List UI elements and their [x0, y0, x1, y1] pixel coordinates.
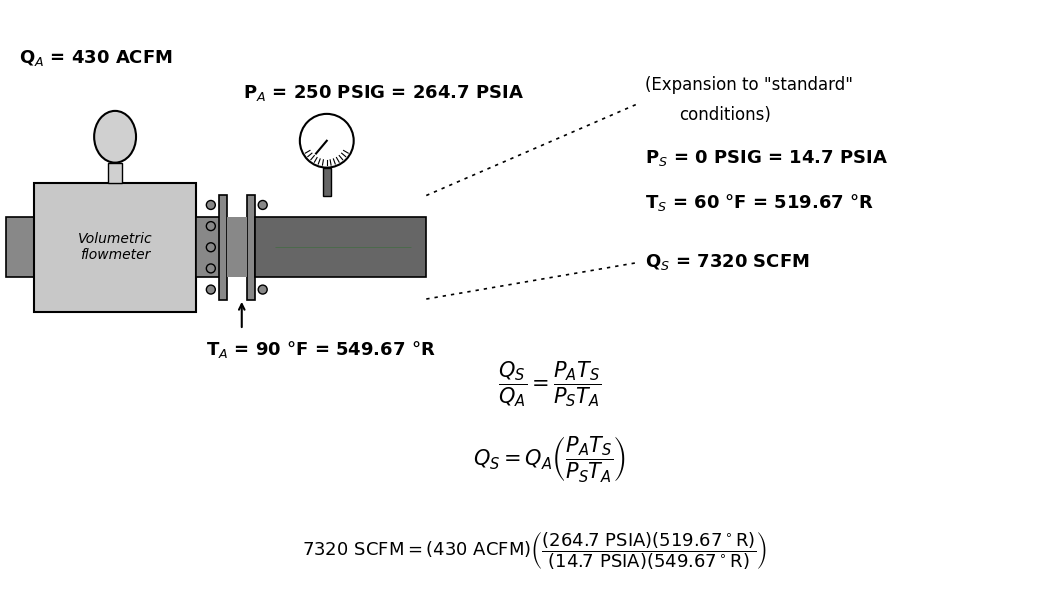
Ellipse shape	[206, 222, 215, 231]
Bar	[195, 217, 224, 277]
Text: $\dfrac{Q_S}{Q_A} = \dfrac{P_A T_S}{P_S T_A}$: $\dfrac{Q_S}{Q_A} = \dfrac{P_A T_S}{P_S …	[498, 359, 602, 408]
Bar	[219, 195, 227, 299]
Bar	[6, 217, 34, 277]
Bar	[247, 195, 254, 299]
Text: P$_A$ = 250 PSIG = 264.7 PSIA: P$_A$ = 250 PSIG = 264.7 PSIA	[243, 83, 524, 103]
Text: conditions): conditions)	[680, 106, 772, 124]
Ellipse shape	[206, 243, 215, 252]
Bar	[34, 182, 195, 312]
Bar	[323, 168, 331, 195]
Bar	[108, 163, 122, 182]
Text: P$_S$ = 0 PSIG = 14.7 PSIA: P$_S$ = 0 PSIG = 14.7 PSIA	[645, 147, 888, 168]
Bar	[227, 217, 247, 277]
Text: (Expansion to "standard": (Expansion to "standard"	[645, 76, 852, 94]
Bar	[254, 217, 427, 277]
Ellipse shape	[206, 201, 215, 209]
Ellipse shape	[259, 285, 267, 294]
Text: T$_S$ = 60 °F = 519.67 °R: T$_S$ = 60 °F = 519.67 °R	[645, 192, 873, 213]
Ellipse shape	[259, 201, 267, 209]
Ellipse shape	[259, 264, 267, 273]
Text: T$_A$ = 90 °F = 549.67 °R: T$_A$ = 90 °F = 549.67 °R	[206, 339, 435, 360]
Text: Volumetric
flowmeter: Volumetric flowmeter	[78, 232, 152, 263]
Ellipse shape	[94, 111, 136, 163]
Ellipse shape	[206, 264, 215, 273]
Text: Q$_A$ = 430 ACFM: Q$_A$ = 430 ACFM	[19, 48, 173, 68]
Text: Q$_S$ = 7320 SCFM: Q$_S$ = 7320 SCFM	[645, 252, 809, 272]
Text: $\mathrm{7320\ SCFM} = \mathrm{(430\ ACFM)}\left(\dfrac{\mathrm{(264.7\ PSIA)(51: $\mathrm{7320\ SCFM} = \mathrm{(430\ ACF…	[302, 530, 768, 572]
Ellipse shape	[206, 285, 215, 294]
Ellipse shape	[259, 243, 267, 252]
Ellipse shape	[259, 222, 267, 231]
Text: $Q_S = Q_A \left(\dfrac{P_A T_S}{P_S T_A}\right)$: $Q_S = Q_A \left(\dfrac{P_A T_S}{P_S T_A…	[473, 435, 626, 484]
Ellipse shape	[300, 114, 354, 168]
